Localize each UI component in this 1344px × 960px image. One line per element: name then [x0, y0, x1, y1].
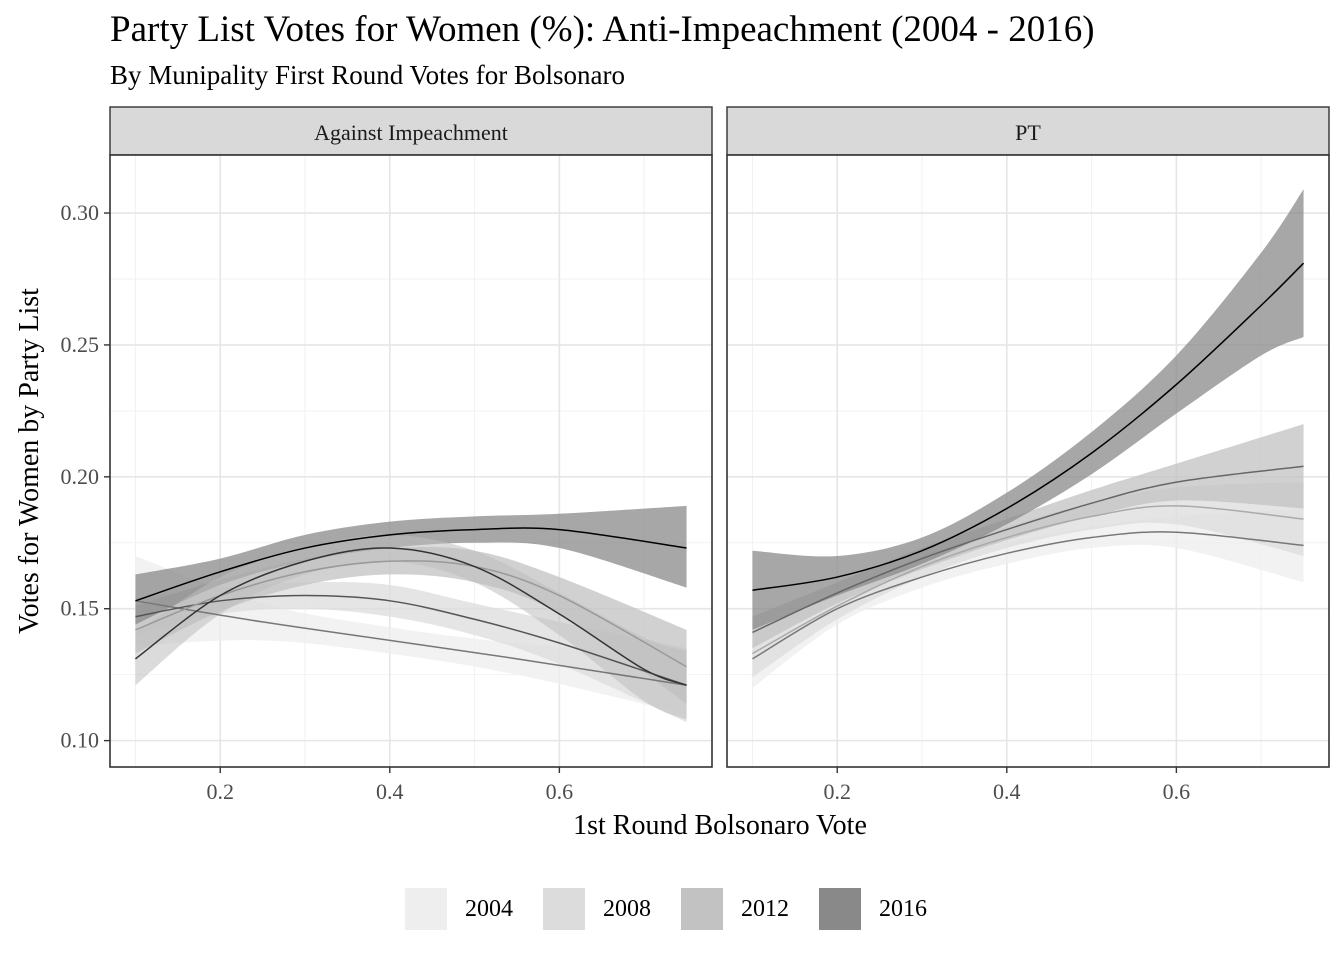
line-series-4: [134, 547, 687, 686]
facet-label-left: Against Impeachment: [314, 120, 508, 145]
x-axis: 0.2 0.4 0.6 0.2 0.4 0.6: [206, 767, 1190, 804]
ribbon-2016: [135, 505, 687, 625]
ribbon-extra-4: [135, 534, 687, 720]
line-2008: [135, 594, 687, 686]
legend-item-2016: 2016: [819, 888, 939, 930]
legend-item-2012: 2012: [681, 888, 801, 930]
legend-label-2008: 2008: [603, 895, 651, 922]
y-tick-label: 0.20: [61, 464, 100, 489]
line-2004: [752, 531, 1304, 660]
x-tick-label: 0.2: [823, 779, 851, 804]
x-tick-label: 0.4: [993, 779, 1021, 804]
x-tick-label: 0.4: [376, 779, 404, 804]
y-tick-label: 0.15: [61, 596, 100, 621]
panel-against-impeachment: [109, 154, 713, 768]
x-tick-label: 0.6: [1163, 779, 1191, 804]
panel-border: [109, 154, 713, 768]
legend-swatch-2012: [681, 888, 723, 930]
legend-label-2016: 2016: [879, 895, 927, 922]
line-2004: [135, 600, 687, 686]
ribbon-2016: [752, 189, 1304, 630]
line-2016: [135, 527, 687, 602]
line-2016: [752, 262, 1305, 592]
legend-label-2004: 2004: [465, 895, 513, 922]
legend-item-2008: 2008: [543, 888, 663, 930]
chart-title: Party List Votes for Women (%): Anti-Imp…: [110, 9, 1095, 50]
line-2012: [752, 465, 1304, 634]
y-axis-title: Votes for Women by Party List: [14, 288, 45, 634]
legend-swatch-2008: [543, 888, 585, 930]
y-tick-label: 0.25: [61, 332, 100, 357]
panel-pt: [726, 154, 1330, 768]
y-tick-label: 0.30: [61, 200, 100, 225]
legend: 2004 2008 2012 2016: [0, 884, 1344, 934]
legend-item-2004: 2004: [405, 888, 525, 930]
facet-strip-right: PT: [726, 106, 1330, 156]
x-tick-label: 0.2: [206, 779, 234, 804]
ribbon-2012: [135, 547, 687, 704]
ribbon-2012: [752, 424, 1304, 649]
legend-label-2012: 2012: [741, 895, 789, 922]
y-tick-label: 0.10: [61, 728, 100, 753]
line-2008: [752, 505, 1304, 655]
x-tick-label: 0.6: [546, 779, 574, 804]
panel-border: [726, 154, 1330, 768]
chart-subtitle: By Munipality First Round Votes for Bols…: [110, 60, 626, 90]
facet-strip-left: Against Impeachment: [109, 106, 713, 156]
ribbon-2004: [135, 555, 687, 715]
legend-swatch-2016: [819, 888, 861, 930]
y-axis: 0.10 0.15 0.20 0.25 0.30: [61, 200, 110, 753]
facet-label-right: PT: [1015, 120, 1041, 145]
x-axis-title: 1st Round Bolsonaro Vote: [573, 810, 867, 841]
legend-swatch-2004: [405, 888, 447, 930]
